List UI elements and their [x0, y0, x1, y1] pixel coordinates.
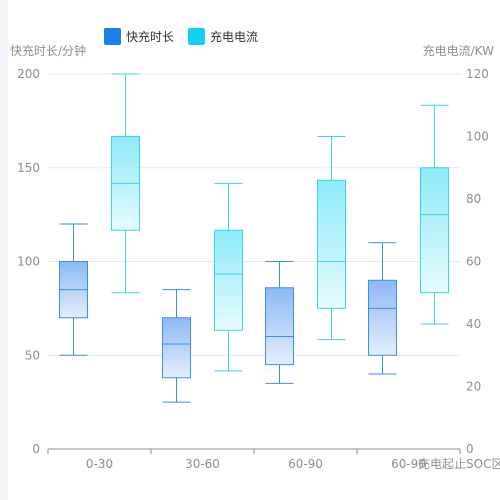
box-fast-charge-duration [265, 261, 294, 384]
box-fast-charge-duration [162, 289, 191, 403]
x-tick-label: 30-60 [185, 457, 220, 471]
left-tick-label: 50 [25, 348, 40, 362]
left-edge-strip [0, 0, 8, 500]
box-fast-charge-duration [368, 242, 397, 375]
legend-label-fast-charge-duration: 快充时长 [126, 30, 175, 44]
x-axis-name: 充电起止SOC区 [418, 457, 500, 471]
right-tick-label: 120 [466, 67, 489, 81]
legend-item-charging-current[interactable]: 充电电流 [188, 28, 258, 45]
legend-label-charging-current: 充电电流 [210, 30, 259, 44]
left-tick-label: 100 [17, 255, 40, 269]
right-tick-label: 80 [466, 192, 481, 206]
box-charging-current [111, 73, 140, 294]
right-tick-label: 20 [466, 380, 481, 394]
box-body [162, 317, 191, 379]
box-body [317, 179, 346, 309]
right-tick-label: 100 [466, 130, 489, 144]
right-tick-label: 60 [466, 255, 481, 269]
chart-legend: 快充时长 充电电流 [104, 28, 272, 45]
left-tick-label: 150 [17, 161, 40, 175]
axes: 0 50 100 150 200 0 20 40 60 80 100 120 0-30 30-60 60-9… [17, 67, 489, 471]
box-body [368, 279, 397, 356]
left-axis-name: 快充时长/分钟 [10, 44, 87, 58]
left-tick-label: 200 [17, 67, 40, 81]
x-tick-label: 0-30 [86, 457, 113, 471]
box-charging-current [214, 182, 243, 372]
box-charging-current [317, 136, 346, 341]
legend-swatch-fast-charge-duration [104, 28, 121, 45]
box-body [265, 287, 294, 366]
x-tick-label: 60-90 [288, 457, 323, 471]
box-body [420, 167, 449, 294]
grid-lines [48, 73, 460, 356]
right-axis-name: 充电电流/KW [422, 44, 494, 58]
legend-item-fast-charge-duration[interactable]: 快充时长 [104, 28, 174, 45]
legend-swatch-charging-current [188, 28, 206, 45]
left-tick-label: 0 [32, 442, 40, 456]
boxes [59, 73, 449, 403]
right-tick-label: 40 [466, 317, 481, 331]
box-body [214, 229, 243, 331]
box-fast-charge-duration [59, 223, 88, 356]
right-tick-label: 0 [466, 442, 474, 456]
box-charging-current [420, 104, 449, 325]
x-tick-label: 60-90 [391, 457, 426, 471]
